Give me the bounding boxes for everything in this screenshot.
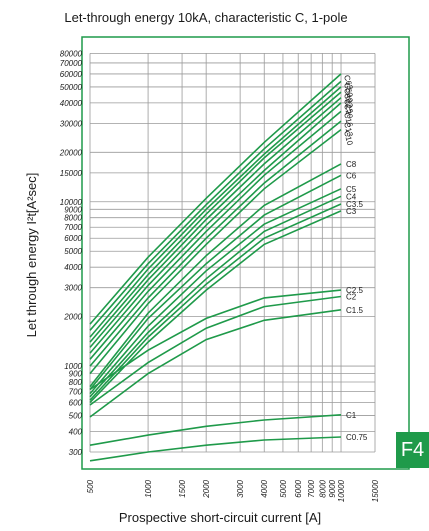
series-label: C3 [346,207,357,216]
y-tick-label: 7000 [64,223,82,232]
series-label: C2.5 [346,286,363,295]
chart-title: Let-through energy 10kA, characteristic … [64,10,348,25]
series-lines [89,73,342,462]
y-tick-label: 1000 [64,362,82,371]
x-tick-label: 6000 [294,479,303,497]
series-label: C5 [346,185,357,194]
series-label: C25 [342,98,355,115]
y-tick-label: 70000 [60,59,83,68]
series-line [89,309,342,418]
series-line [89,73,342,325]
series-line [89,195,342,398]
x-tick-label: 3000 [236,479,245,497]
y-tick-label: 9000 [64,205,82,214]
series-label: C8 [346,160,357,169]
series-line [89,414,342,446]
series-line [89,163,342,388]
y-tick-label: 15000 [60,169,83,178]
series-line [89,436,342,462]
series-label: C6 [346,171,357,180]
x-tick-label: 1000 [144,479,153,497]
y-tick-label: 40000 [60,99,83,108]
series-line [89,102,342,354]
plot-border [81,36,410,470]
series-line [89,289,342,391]
y-tick-label: 2000 [63,313,82,322]
x-tick-label: 9000 [328,479,337,497]
y-tick-label: 500 [69,412,83,421]
series-label: C16 [342,112,355,129]
x-tick-label: 7000 [307,479,316,497]
x-tick-label: 8000 [318,479,327,497]
y-tick-label: 60000 [60,70,83,79]
y-tick-label: 5000 [64,247,82,256]
series-label: C10 [342,130,355,147]
series-line [89,203,342,401]
series-label: C4 [346,192,357,201]
y-tick-label: 4000 [64,263,82,272]
y-tick-label: 30000 [60,119,83,128]
series-line [89,80,342,331]
y-tick-label: 700 [69,388,83,397]
series-labels: C63C50C40C32C25C20C16C13C10C8C6C5C4C3.5C… [342,74,368,442]
y-tick-label: 800 [69,378,83,387]
series-label: C50 [342,82,355,99]
series-line [89,188,342,395]
y-tick-label: 50000 [60,83,83,92]
series-label: C3.5 [346,200,363,209]
x-tick-label: 500 [86,479,95,493]
series-line [89,120,342,367]
x-tick-label: 2000 [202,479,211,498]
series-line [89,128,342,375]
y-tick-label: 300 [69,448,83,457]
series-label: C40 [342,87,355,104]
x-tick-label: 1500 [178,479,187,497]
y-tick-label: 6000 [64,234,82,243]
y-tick-label: 8000 [64,214,82,223]
series-label: C0.75 [346,433,368,442]
series-label: C13 [342,121,355,138]
y-tick-label: 80000 [60,49,83,58]
x-tick-label: 5000 [279,479,288,497]
series-label: C1 [346,411,357,420]
y-tick-label: 600 [69,399,83,408]
series-line [89,86,342,338]
series-line [89,110,342,360]
series-label: C32 [342,92,355,109]
series-label: C63 [342,74,355,91]
y-tick-label: 10000 [60,198,83,207]
x-tick-labels: 500 1000 1500 2000 3000 4000 5000 6000 7000 8000 9… [86,479,380,502]
x-tick-label: 4000 [260,479,269,497]
series-line [89,174,342,391]
section-badge: F4 [396,432,429,468]
series-label: C20 [342,103,355,120]
y-tick-label: 400 [69,427,83,436]
y-tick-label: 900 [69,370,83,379]
y-axis-title: Let through energy I²t[A²sec] [24,173,39,338]
series-line [89,295,342,406]
grid [89,53,376,453]
y-tick-label: 3000 [64,284,82,293]
x-axis-title: Prospective short-circuit current [A] [118,510,322,525]
series-line [89,97,342,348]
series-line [89,210,342,404]
series-label: C1.5 [346,306,363,315]
y-tick-label: 20000 [59,148,83,157]
series-line [89,91,342,343]
x-tick-label: 15000 [371,479,380,502]
series-label: C2 [346,293,357,302]
x-tick-label: 10000 [337,479,346,502]
